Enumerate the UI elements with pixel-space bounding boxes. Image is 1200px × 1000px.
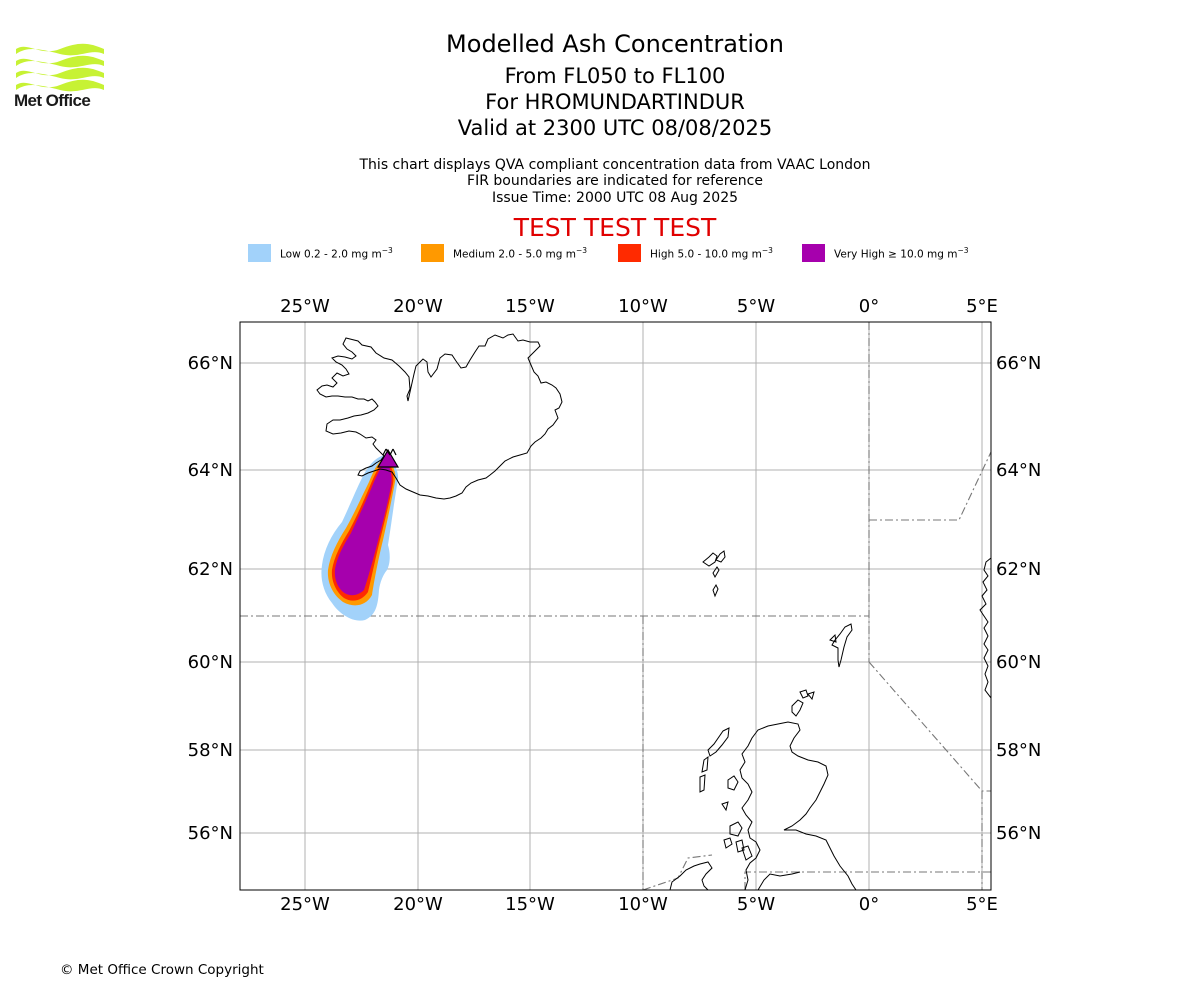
- valid-time: Valid at 2300 UTC 08/08/2025: [457, 116, 773, 140]
- lon-bottom-15w: 15°W: [505, 894, 555, 915]
- issue-time: Issue Time: 2000 UTC 08 Aug 2025: [491, 190, 739, 206]
- shetland-islands: [831, 623, 853, 668]
- iceland-coastline: [316, 333, 563, 500]
- legend-swatch-high: [618, 244, 641, 262]
- fir-boundaries: [240, 322, 991, 890]
- lat-left-56n: 56°N: [188, 823, 233, 844]
- flight-level-range: From FL050 to FL100: [504, 64, 726, 88]
- inner-hebrides: [721, 775, 753, 861]
- faroe-islands: [702, 550, 726, 598]
- qva-note: This chart displays QVA compliant concen…: [359, 157, 871, 173]
- lat-left-64n: 64°N: [188, 460, 233, 481]
- ash-very-high-area: [334, 462, 392, 596]
- lat-left-58n: 58°N: [188, 740, 233, 761]
- lat-right-58n: 58°N: [996, 740, 1041, 761]
- fir-note: FIR boundaries are indicated for referen…: [467, 173, 763, 189]
- lon-top-15w: 15°W: [505, 296, 555, 317]
- lon-bottom-5e: 5°E: [966, 894, 998, 915]
- lon-bottom-5w: 5°W: [737, 894, 775, 915]
- lon-bottom-20w: 20°W: [393, 894, 443, 915]
- legend-swatch-medium: [421, 244, 444, 262]
- lon-top-10w: 10°W: [618, 296, 668, 317]
- scotland-coastline: [739, 721, 857, 890]
- lat-right-64n: 64°N: [996, 460, 1041, 481]
- lat-right-66n: 66°N: [996, 353, 1041, 374]
- norway-coastline: [979, 557, 991, 699]
- legend-swatch-low: [248, 244, 271, 262]
- lat-left-60n: 60°N: [188, 652, 233, 673]
- met-office-wordmark: Met Office: [14, 91, 91, 110]
- ireland-coastline: [669, 861, 713, 890]
- legend-label-low: Low 0.2 - 2.0 mg m−3: [280, 246, 393, 261]
- orkney-islands: [791, 689, 815, 717]
- legend-swatch-very-high: [802, 244, 825, 262]
- legend-label-medium: Medium 2.0 - 5.0 mg m−3: [453, 246, 588, 261]
- lat-right-62n: 62°N: [996, 559, 1041, 580]
- lon-bottom-25w: 25°W: [280, 894, 330, 915]
- outer-hebrides: [699, 727, 730, 793]
- lon-top-25w: 25°W: [280, 296, 330, 317]
- lat-right-56n: 56°N: [996, 823, 1041, 844]
- met-office-logo: [16, 43, 104, 92]
- legend-label-very-high: Very High ≥ 10.0 mg m−3: [834, 246, 969, 261]
- chart-title: Modelled Ash Concentration: [446, 30, 784, 58]
- test-banner: TEST TEST TEST: [513, 213, 717, 242]
- lon-top-20w: 20°W: [393, 296, 443, 317]
- ash-plume: [321, 455, 399, 621]
- lon-top-5w: 5°W: [737, 296, 775, 317]
- volcano-name: For HROMUNDARTINDUR: [485, 90, 745, 114]
- map-frame: [239, 321, 992, 891]
- kintyre-coastline: [757, 871, 801, 890]
- lon-top-5e: 5°E: [966, 296, 998, 317]
- lon-bottom-10w: 10°W: [618, 894, 668, 915]
- lat-left-66n: 66°N: [188, 353, 233, 374]
- lon-bottom-0: 0°: [859, 894, 879, 915]
- legend-label-high: High 5.0 - 10.0 mg m−3: [650, 246, 773, 261]
- copyright-notice: © Met Office Crown Copyright: [60, 962, 264, 978]
- lat-left-62n: 62°N: [188, 559, 233, 580]
- shetland-islet: [829, 633, 837, 643]
- volcano-marker: [376, 448, 400, 468]
- lat-right-60n: 60°N: [996, 652, 1041, 673]
- lon-top-0: 0°: [859, 296, 879, 317]
